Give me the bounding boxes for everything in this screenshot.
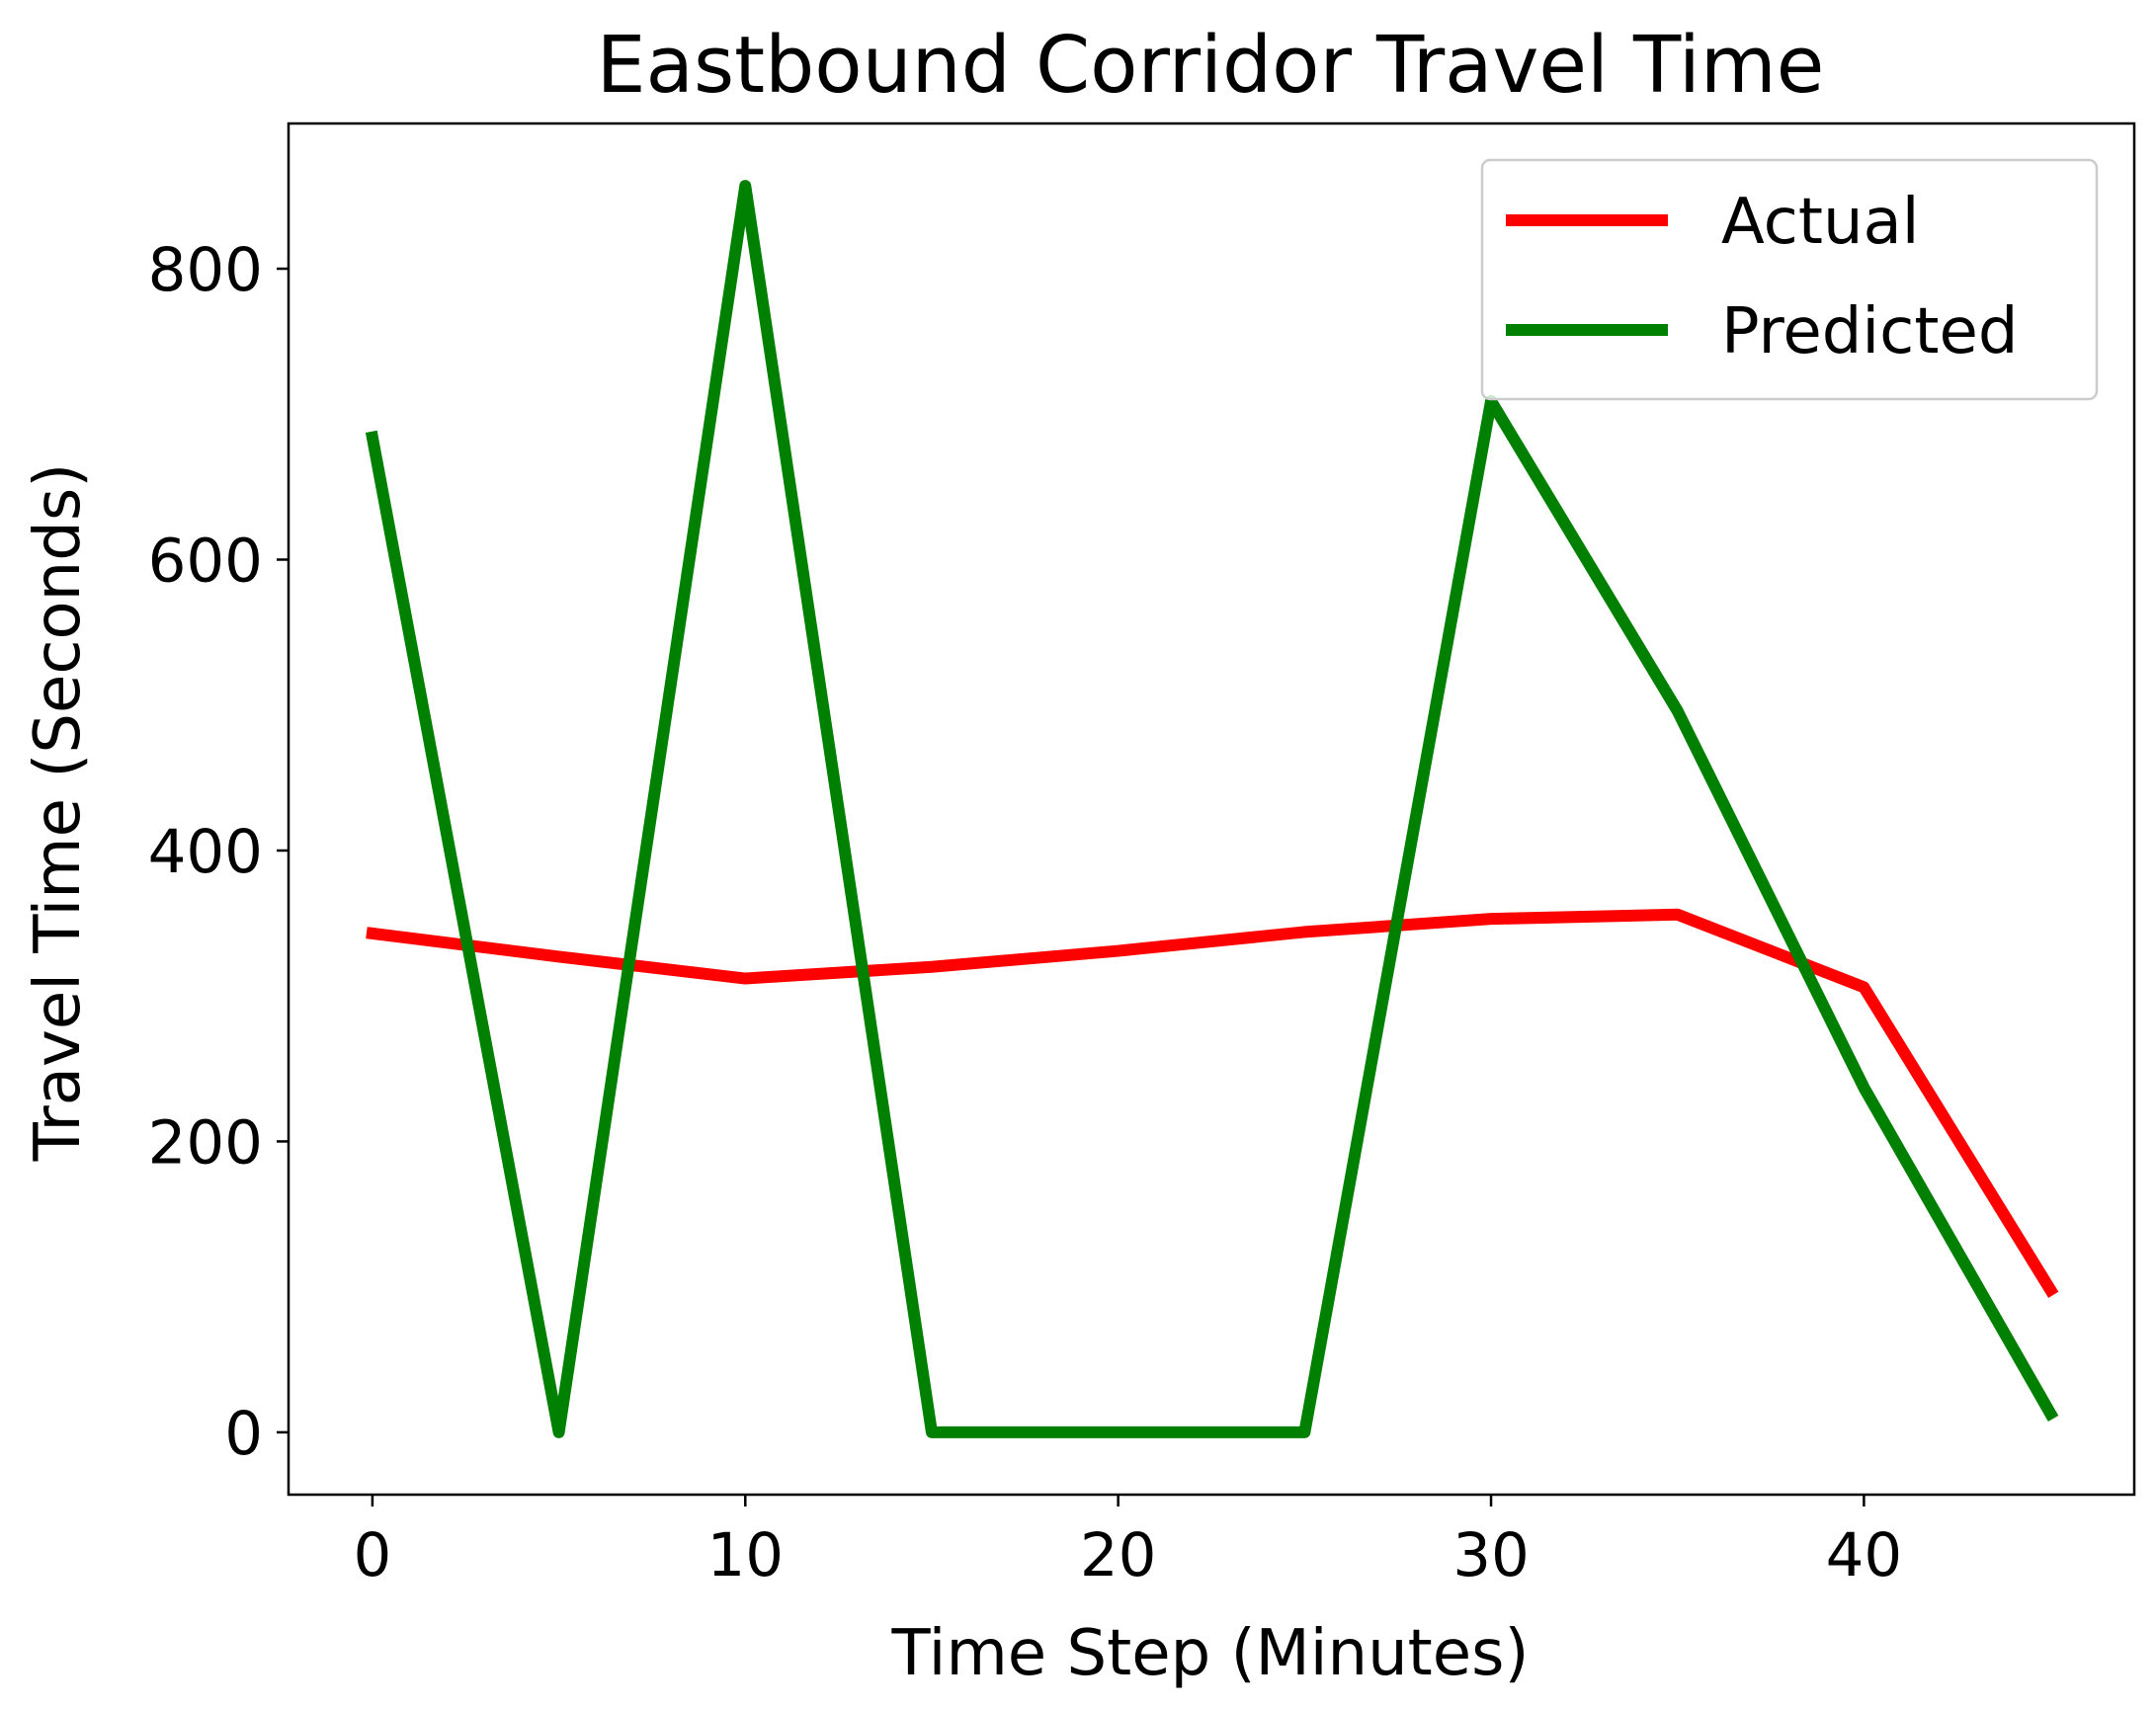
legend-label-predicted: Predicted [1721, 295, 2018, 368]
series-line-predicted [365, 180, 2059, 1438]
chart-title: Eastbound Corridor Travel Time [597, 20, 1825, 111]
x-tick-label: 30 [1452, 1520, 1530, 1590]
x-axis-label: Time Step (Minutes) [891, 1617, 1530, 1690]
x-tick-label: 20 [1080, 1520, 1157, 1590]
legend-label-actual: Actual [1721, 186, 1920, 259]
series-line-actual [366, 908, 2059, 1298]
y-axis-label: Travel Time (Seconds) [22, 463, 95, 1162]
x-tick-label: 40 [1826, 1520, 1903, 1590]
x-tick-label: 10 [706, 1520, 784, 1590]
legend: Actual Predicted [1480, 158, 2099, 401]
x-tick-label: 0 [354, 1520, 392, 1590]
y-tick-label: 600 [148, 526, 263, 596]
y-tick-label: 400 [148, 817, 263, 887]
y-axis-ticks: 0 200 400 600 800 [148, 235, 289, 1469]
plot-frame [287, 122, 2136, 1497]
plot-area: 0 10 20 30 40 0 200 400 600 800 [148, 122, 2136, 1590]
y-tick-label: 200 [148, 1107, 263, 1178]
y-tick-label: 0 [224, 1399, 263, 1469]
x-axis-ticks: 0 10 20 30 40 [354, 1495, 1903, 1590]
series-lines [365, 180, 2059, 1438]
y-tick-label: 800 [148, 235, 263, 305]
